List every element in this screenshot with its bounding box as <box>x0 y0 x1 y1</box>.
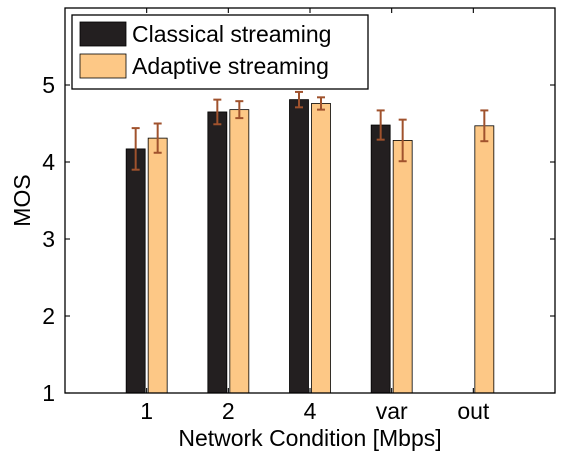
y-axis-label: MOS <box>9 174 35 226</box>
y-tick-label-4: 4 <box>42 149 55 175</box>
bar-0-var <box>370 124 391 394</box>
bar-1-var <box>392 140 413 394</box>
x-tick-label-var: var <box>376 398 408 424</box>
legend-swatch-classical <box>79 21 127 47</box>
bar-1-1 <box>147 137 168 394</box>
x-tick-label-out: out <box>457 398 490 424</box>
x-tick-label-1: 1 <box>140 398 153 424</box>
bars-layer <box>125 99 495 394</box>
y-tick-label-1: 1 <box>42 380 55 406</box>
bar-1-4 <box>311 103 331 394</box>
legend-label-adaptive: Adaptive streaming <box>132 53 329 79</box>
legend-swatch-adaptive <box>79 53 127 79</box>
y-tick-label-3: 3 <box>42 226 55 252</box>
bar-0-2 <box>207 111 228 394</box>
y-tick-labels: 1 2 3 4 5 <box>42 72 55 406</box>
bar-0-1 <box>125 148 146 394</box>
bar-0-4 <box>289 99 309 394</box>
y-tick-label-2: 2 <box>42 303 55 329</box>
x-axis-label: Network Condition [Mbps] <box>178 425 441 451</box>
y-tick-label-5: 5 <box>42 72 55 98</box>
legend-label-classical: Classical streaming <box>132 21 331 47</box>
x-tick-label-2: 2 <box>222 398 235 424</box>
bar-1-out <box>474 125 495 394</box>
errorbars-layer <box>131 90 489 171</box>
x-tick-label-4: 4 <box>304 398 317 424</box>
x-tick-labels: 1 2 4 var out <box>140 398 490 424</box>
legend: Classical streaming Adaptive streaming <box>71 14 369 90</box>
bar-1-2 <box>229 109 250 394</box>
plot-frame <box>64 7 556 394</box>
